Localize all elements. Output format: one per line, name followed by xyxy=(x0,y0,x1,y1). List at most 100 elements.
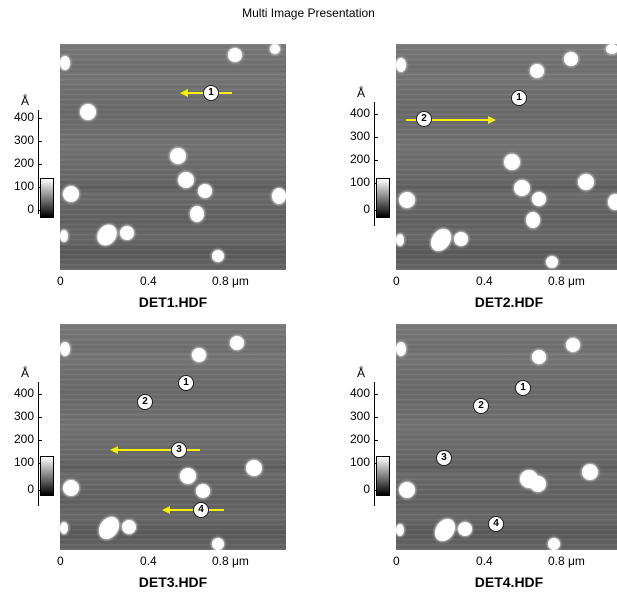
y-tick-400: 400 xyxy=(13,110,34,124)
panel-det2: 1 2 Å 400 300 200 100 0 0 0.4 0.8 μm DET… xyxy=(336,44,617,324)
particle xyxy=(548,538,560,550)
y-axis-line xyxy=(38,382,39,506)
y-tick-mark xyxy=(374,160,378,161)
marker-4[interactable]: 4 xyxy=(193,502,209,518)
arrow-icon xyxy=(110,446,200,454)
x-tick-0-8: 0.8 μm xyxy=(212,554,249,568)
particle xyxy=(530,476,546,492)
x-tick-0: 0 xyxy=(57,274,64,288)
particle xyxy=(564,52,578,66)
y-unit-label: Å xyxy=(21,366,30,380)
y-tick-mark xyxy=(38,440,42,441)
particle xyxy=(60,230,68,242)
afm-image[interactable]: 1 2 3 4 xyxy=(60,324,286,550)
y-tick-mark xyxy=(38,141,42,142)
particle xyxy=(270,44,280,54)
marker-3[interactable]: 3 xyxy=(171,442,187,458)
filename-label: DET3.HDF xyxy=(138,574,208,590)
particle xyxy=(178,172,194,188)
particle xyxy=(94,513,124,543)
y-tick-100: 100 xyxy=(349,175,370,189)
particle xyxy=(396,342,406,356)
window-title: Multi Image Presentation xyxy=(242,6,375,20)
x-tick-0-4: 0.4 xyxy=(140,274,157,288)
marker-1[interactable]: 1 xyxy=(203,85,219,101)
particle xyxy=(246,460,262,476)
particle xyxy=(514,180,530,196)
particle xyxy=(196,484,210,498)
marker-2[interactable]: 2 xyxy=(473,398,489,414)
particle xyxy=(578,174,594,190)
y-tick-mark xyxy=(38,417,42,418)
y-tick-400: 400 xyxy=(13,386,34,400)
particle xyxy=(532,192,546,206)
marker-1[interactable]: 1 xyxy=(515,380,531,396)
y-tick-mark xyxy=(374,440,378,441)
particle xyxy=(582,464,598,480)
y-tick-300: 300 xyxy=(349,129,370,143)
marker-3[interactable]: 3 xyxy=(436,450,452,466)
particle xyxy=(192,348,206,362)
particle xyxy=(546,256,558,268)
filename-label: DET2.HDF xyxy=(474,294,544,310)
particle xyxy=(190,206,204,222)
y-axis-line xyxy=(38,110,39,214)
afm-image[interactable]: 1 2 3 4 xyxy=(396,324,617,550)
particle xyxy=(526,212,540,228)
y-tick-100: 100 xyxy=(13,179,34,193)
particle xyxy=(399,482,415,498)
particle xyxy=(430,515,460,545)
y-tick-mark xyxy=(374,394,378,395)
particle xyxy=(608,194,617,210)
y-tick-mark xyxy=(38,394,42,395)
panel-det4: 1 2 3 4 Å 400 300 200 100 0 0 0.4 0.8 μm… xyxy=(336,324,617,604)
y-tick-100: 100 xyxy=(349,455,370,469)
y-unit-label: Å xyxy=(357,86,366,100)
color-scale-bar xyxy=(376,178,390,218)
filename-label: DET1.HDF xyxy=(138,294,208,310)
particle xyxy=(230,336,244,350)
particle xyxy=(396,234,404,246)
y-tick-200: 200 xyxy=(13,432,34,446)
marker-1[interactable]: 1 xyxy=(511,90,527,106)
y-tick-mark xyxy=(374,417,378,418)
color-scale-bar xyxy=(40,178,54,218)
particle xyxy=(272,188,286,204)
x-tick-0-4: 0.4 xyxy=(140,554,157,568)
panel-det1: 1 Å 400 300 200 100 0 0 0.4 0.8 μm DET1.… xyxy=(0,44,300,324)
particle xyxy=(504,154,520,170)
particle xyxy=(120,226,134,240)
afm-image[interactable]: 1 xyxy=(60,44,286,270)
afm-image[interactable]: 1 2 xyxy=(396,44,617,270)
marker-2[interactable]: 2 xyxy=(137,394,153,410)
particle xyxy=(606,44,617,54)
y-tick-200: 200 xyxy=(13,156,34,170)
y-tick-300: 300 xyxy=(349,409,370,423)
y-tick-200: 200 xyxy=(349,152,370,166)
y-tick-0: 0 xyxy=(363,202,370,216)
y-tick-mark xyxy=(38,164,42,165)
y-tick-400: 400 xyxy=(349,386,370,400)
particle xyxy=(180,468,196,484)
particle xyxy=(426,225,456,255)
particle xyxy=(399,192,415,208)
marker-2[interactable]: 2 xyxy=(416,111,432,127)
y-unit-label: Å xyxy=(357,366,366,380)
x-tick-0-4: 0.4 xyxy=(476,274,493,288)
particle xyxy=(122,520,136,534)
y-tick-300: 300 xyxy=(13,133,34,147)
x-tick-0-8: 0.8 μm xyxy=(548,274,585,288)
x-tick-0-8: 0.8 μm xyxy=(548,554,585,568)
filename-label: DET4.HDF xyxy=(474,574,544,590)
y-tick-100: 100 xyxy=(13,455,34,469)
x-tick-0-8: 0.8 μm xyxy=(212,274,249,288)
y-unit-label: Å xyxy=(21,94,30,108)
marker-4[interactable]: 4 xyxy=(488,516,504,532)
particle xyxy=(566,338,580,352)
particle xyxy=(80,104,96,120)
marker-1[interactable]: 1 xyxy=(178,375,194,391)
y-tick-mark xyxy=(38,118,42,119)
particle xyxy=(530,64,544,78)
particle xyxy=(63,186,79,202)
particle xyxy=(93,220,121,250)
